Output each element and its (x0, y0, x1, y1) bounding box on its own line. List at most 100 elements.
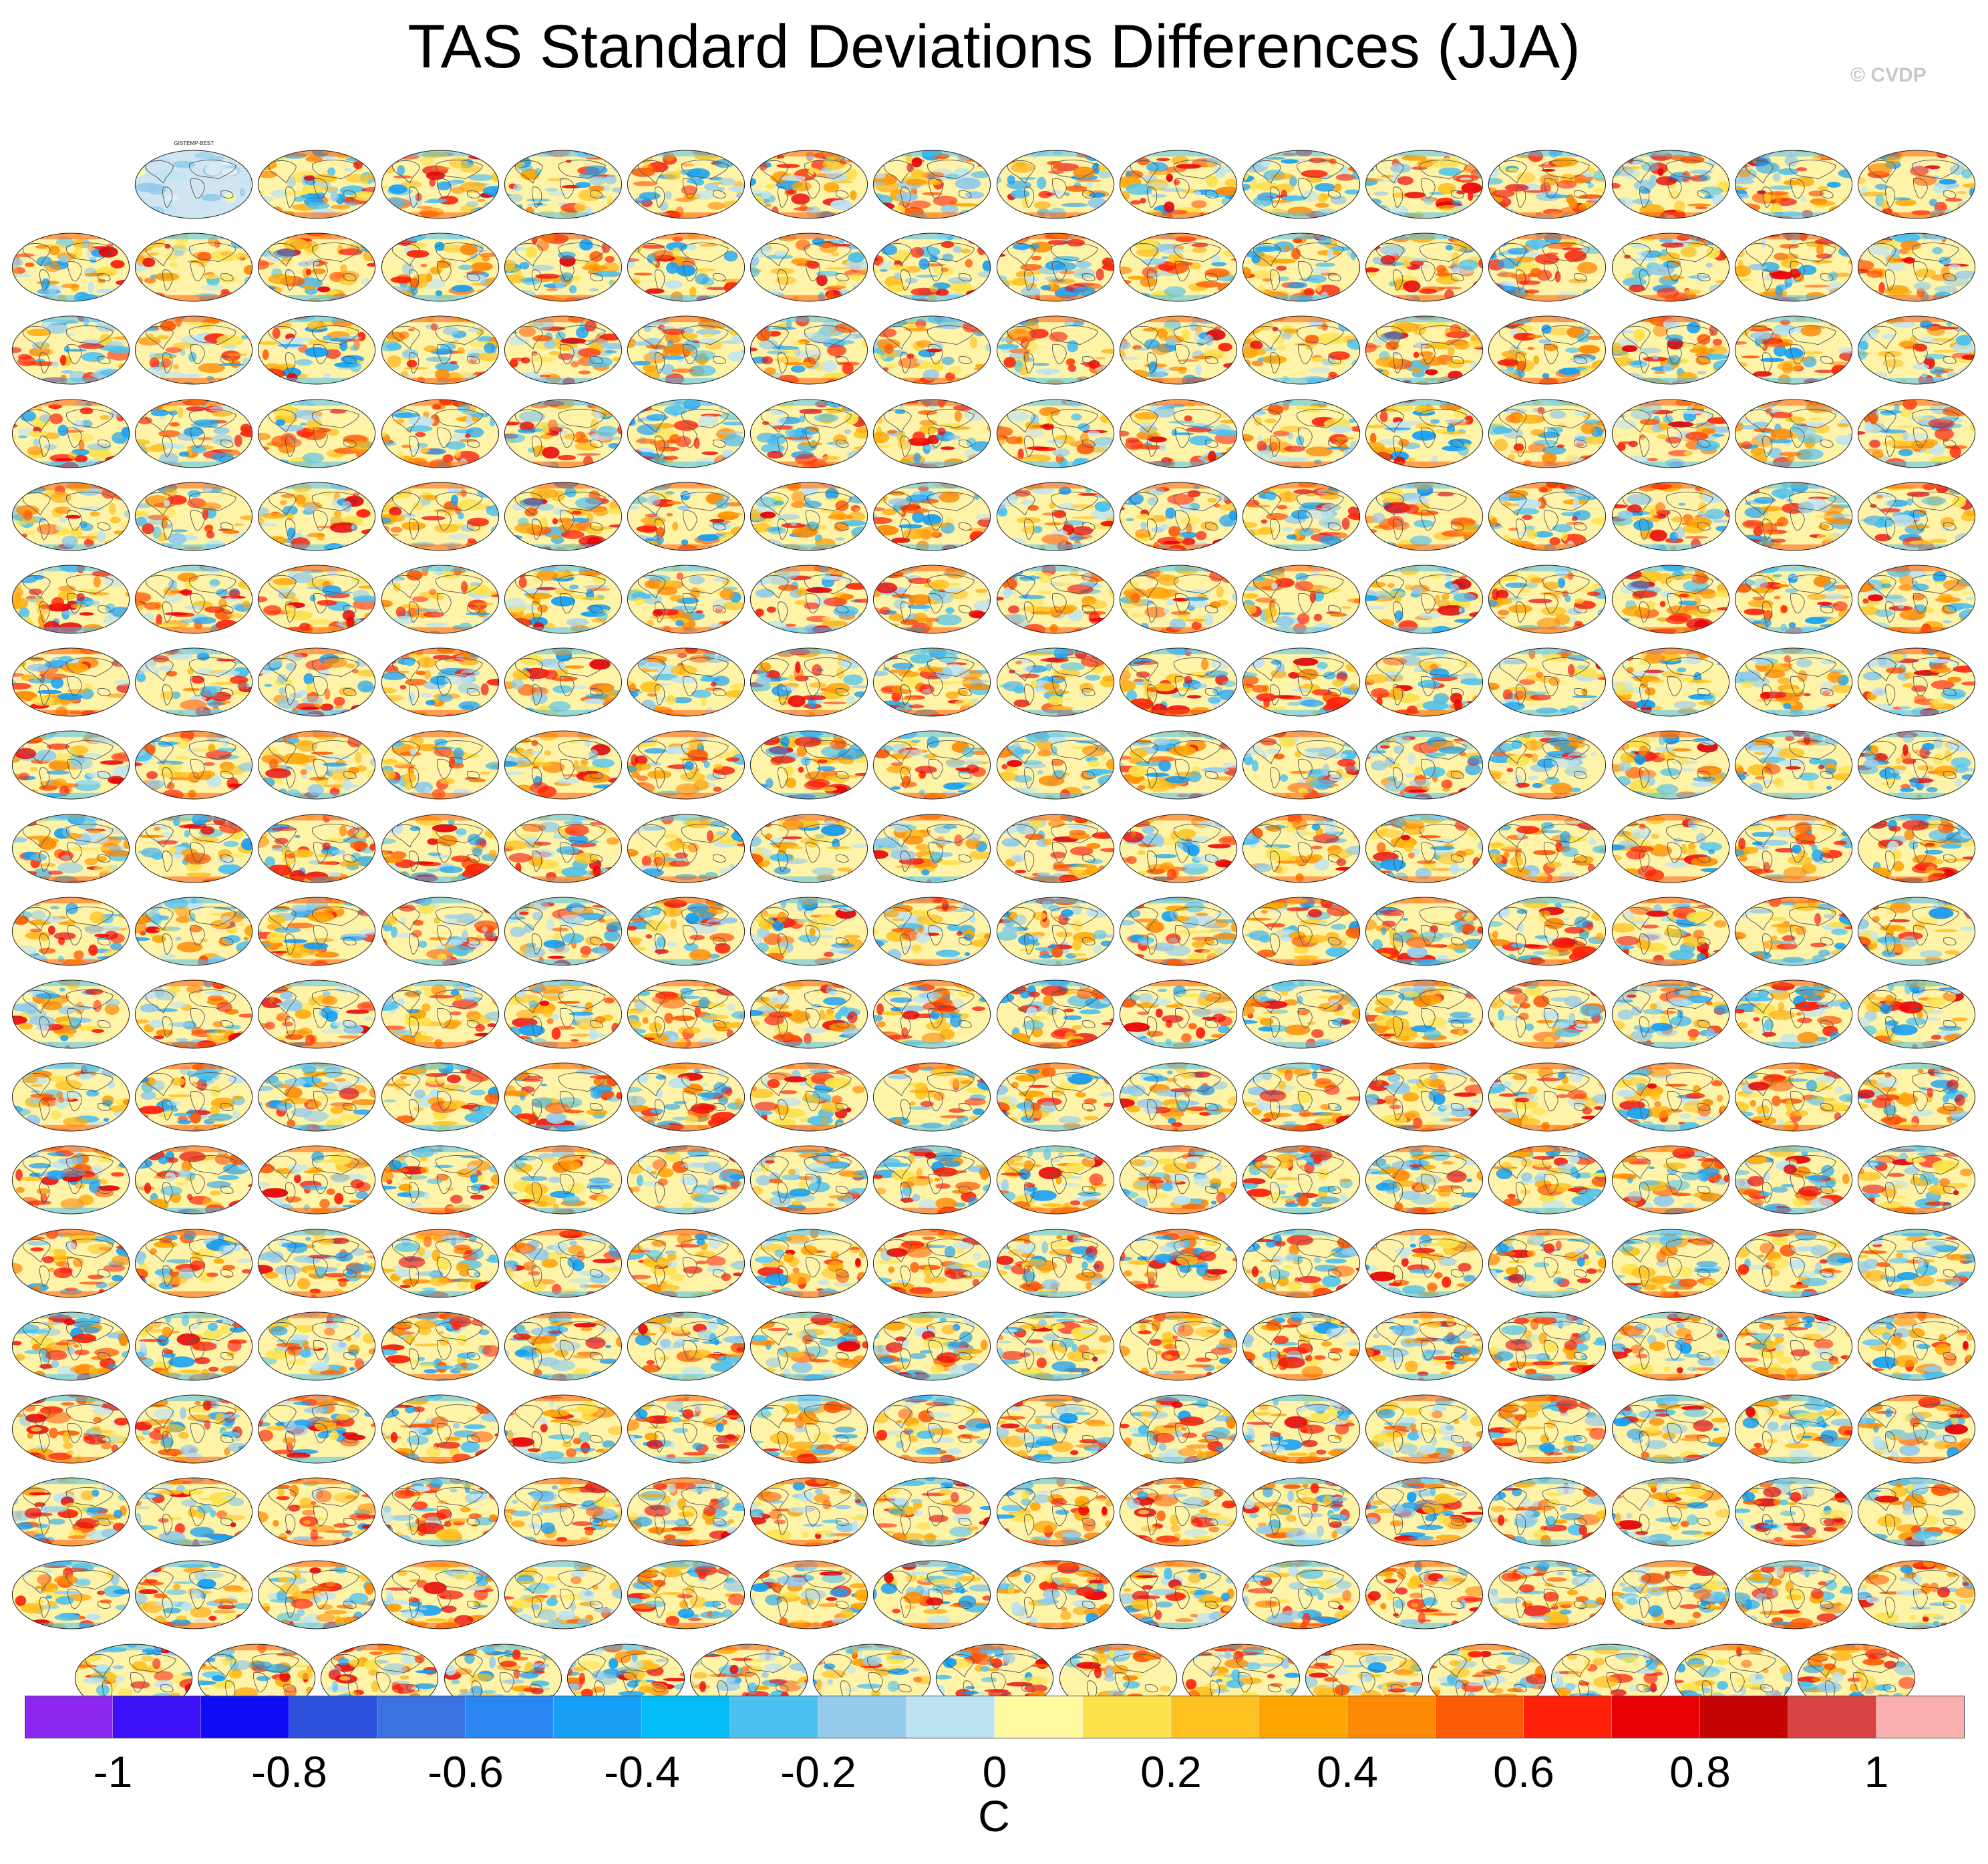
global-map (1611, 1311, 1729, 1381)
colorbar-tick-label: 0.2 (1140, 1746, 1202, 1797)
panel-label (9, 804, 132, 812)
colorbar-tick-label: 0.4 (1317, 1746, 1378, 1797)
map-panel (1363, 1302, 1486, 1384)
map-panel (870, 1468, 993, 1550)
panel-label (748, 1551, 870, 1559)
colorbar-swatch (642, 1696, 730, 1738)
global-map (1734, 315, 1852, 385)
panel-label (9, 1551, 132, 1559)
map-panel (9, 804, 132, 887)
panel-label (1363, 1136, 1486, 1144)
panel-label (748, 472, 870, 480)
map-panel (625, 140, 748, 222)
map-panel (132, 1219, 255, 1301)
global-map (1734, 1062, 1852, 1132)
colorbar-swatch (818, 1696, 906, 1738)
map-panel (748, 1136, 870, 1218)
panel-label (1855, 1302, 1978, 1310)
map-panel (1855, 1385, 1978, 1467)
map-panel (625, 638, 748, 720)
panel-label (502, 970, 625, 978)
map-panel (870, 1385, 993, 1467)
global-map (1611, 979, 1729, 1049)
global-map (258, 482, 376, 551)
global-map (258, 1394, 376, 1464)
global-map (1611, 730, 1729, 800)
panel-label (255, 306, 378, 314)
panel-label (132, 306, 255, 314)
panel-label (379, 1551, 502, 1559)
panel-label (1240, 970, 1363, 978)
panel-label (1057, 1634, 1180, 1642)
global-map (750, 482, 868, 551)
panel-label (1363, 1219, 1486, 1227)
global-map (873, 1229, 991, 1298)
map-panel (870, 140, 993, 222)
panel-label (1795, 1634, 1918, 1642)
panel-label (810, 1634, 933, 1642)
colorbar (25, 1696, 1965, 1738)
global-map (135, 565, 253, 634)
panel-label (1855, 638, 1978, 646)
panel-label (9, 1385, 132, 1393)
global-map (381, 150, 499, 219)
global-map (1242, 1394, 1361, 1464)
panel-label (748, 1219, 870, 1227)
panel-label (870, 140, 993, 148)
panel-label (1609, 223, 1732, 231)
panel-label (870, 1302, 993, 1310)
map-panel (1732, 472, 1855, 555)
map-panel (748, 1385, 870, 1467)
global-map (11, 315, 130, 385)
map-panel (748, 555, 870, 637)
panel-label (255, 638, 378, 646)
panel-label (132, 555, 255, 563)
panel-label (994, 555, 1117, 563)
map-panel (1363, 1468, 1486, 1550)
global-map (1734, 1477, 1852, 1547)
global-map (381, 315, 499, 385)
panel-label (255, 390, 378, 398)
map-panel (9, 1136, 132, 1218)
global-map (1242, 897, 1361, 966)
map-panel (994, 887, 1117, 969)
global-map (627, 1477, 746, 1547)
global-map (1611, 315, 1729, 385)
panel-label (1548, 1634, 1671, 1642)
map-panel (379, 306, 502, 388)
map-panel (1609, 721, 1732, 803)
global-map (11, 1560, 130, 1629)
colorbar-swatch (730, 1696, 818, 1738)
panel-label (994, 970, 1117, 978)
global-map (504, 1062, 622, 1132)
panel-label (1732, 390, 1855, 398)
map-panel (1732, 1468, 1855, 1550)
global-map (504, 232, 622, 302)
global-map (11, 232, 130, 302)
global-map (996, 647, 1114, 717)
panel-label (1363, 306, 1486, 314)
global-map (135, 1062, 253, 1132)
map-panel (994, 1302, 1117, 1384)
global-map (258, 565, 376, 634)
panel-label (1117, 1219, 1240, 1227)
global-map (996, 814, 1114, 883)
global-map (873, 399, 991, 468)
map-panel (1240, 1468, 1363, 1550)
global-map (750, 150, 868, 219)
map-panel (1609, 804, 1732, 887)
global-map (11, 1062, 130, 1132)
map-panel (502, 1468, 625, 1550)
global-map (1242, 1560, 1361, 1629)
panel-label (1363, 887, 1486, 895)
panel-label (132, 887, 255, 895)
global-map (135, 150, 253, 219)
panel-label (1732, 1053, 1855, 1061)
map-panel (994, 721, 1117, 803)
global-map (1365, 565, 1484, 634)
panel-label (1240, 887, 1363, 895)
colorbar-tick-label: -0.8 (251, 1746, 327, 1797)
panel-label (625, 1136, 748, 1144)
panel-label (1855, 1385, 1978, 1393)
panel-label (1855, 804, 1978, 812)
